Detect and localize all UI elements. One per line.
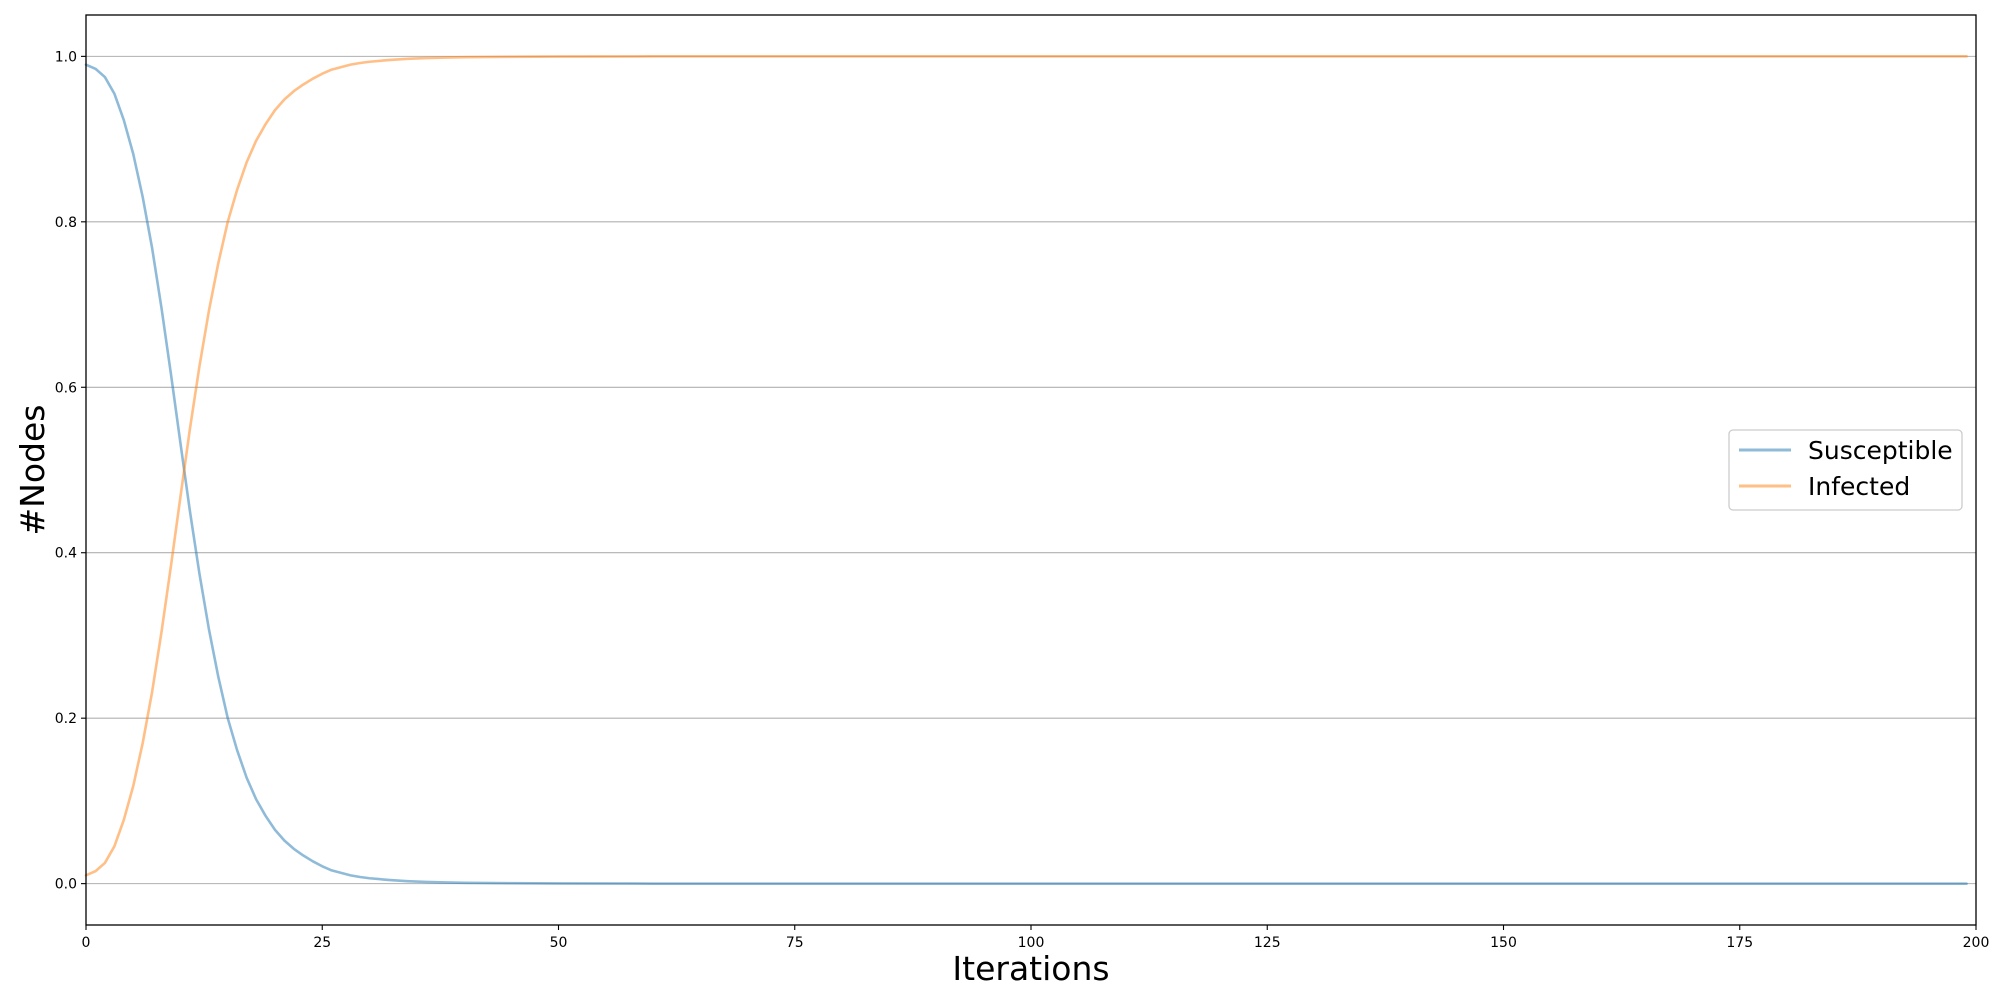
x-tick-label: 200 xyxy=(1963,935,1990,951)
x-tick-label: 125 xyxy=(1254,935,1281,951)
x-tick-label: 75 xyxy=(786,935,804,951)
x-tick-label: 100 xyxy=(1018,935,1045,951)
y-axis-ticks: 0.0 0.2 0.4 0.6 0.8 1.0 xyxy=(55,49,86,893)
x-axis-ticks: 0 25 50 75 100 125 150 175 200 xyxy=(82,925,1990,951)
y-tick-label: 0.0 xyxy=(55,877,77,893)
y-tick-label: 1.0 xyxy=(55,49,77,65)
legend: Susceptible Infected xyxy=(1728,429,1963,511)
series-lines xyxy=(84,55,1968,885)
series-line-susceptible xyxy=(84,63,1968,885)
x-tick-label: 50 xyxy=(550,935,568,951)
x-tick-label: 0 xyxy=(82,935,91,951)
y-tick-label: 0.2 xyxy=(55,711,77,727)
x-tick-label: 175 xyxy=(1726,935,1753,951)
y-tick-label: 0.8 xyxy=(55,215,77,231)
y-tick-label: 0.6 xyxy=(55,380,77,396)
x-axis-label: Iterations xyxy=(952,949,1109,988)
grid-lines xyxy=(86,55,1976,885)
x-tick-label: 25 xyxy=(313,935,331,951)
y-tick-label: 0.4 xyxy=(55,546,77,562)
y-axis-label: #Nodes xyxy=(13,405,52,536)
series-line-infected xyxy=(84,55,1968,877)
legend-label-infected: Infected xyxy=(1808,472,1910,501)
x-tick-label: 150 xyxy=(1490,935,1517,951)
plot-area-frame xyxy=(85,14,1977,926)
legend-label-susceptible: Susceptible xyxy=(1808,436,1953,465)
